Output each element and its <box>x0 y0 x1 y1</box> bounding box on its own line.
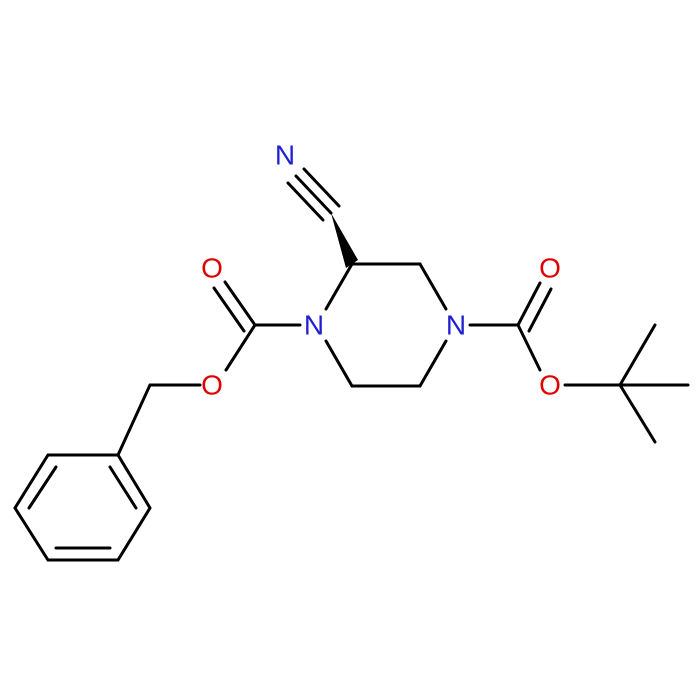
bond <box>618 383 657 444</box>
bond <box>302 167 341 208</box>
atom-label: O <box>539 370 561 401</box>
bond <box>27 465 58 510</box>
bond <box>294 174 333 215</box>
bond <box>324 262 354 311</box>
atom-label: O <box>201 370 223 401</box>
atom-labels: N N N O O O O <box>201 140 561 401</box>
bond <box>223 280 257 327</box>
wedge-bond <box>331 213 358 268</box>
benzene-ring <box>13 453 152 562</box>
atom-label: N <box>304 310 324 341</box>
bond <box>212 286 246 333</box>
bond <box>527 287 553 333</box>
bond <box>418 339 448 388</box>
bonds <box>13 167 690 562</box>
bond <box>108 465 138 510</box>
bond <box>418 262 448 311</box>
bond <box>516 281 542 327</box>
atom-label: O <box>201 253 223 284</box>
atom-label: O <box>539 253 561 284</box>
bond <box>516 323 542 372</box>
bond <box>286 181 325 222</box>
atom-label: N <box>446 310 466 341</box>
bond <box>224 323 257 372</box>
bond <box>116 383 152 457</box>
bond <box>324 339 354 388</box>
atom-label: N <box>275 140 295 171</box>
bond <box>618 323 657 387</box>
